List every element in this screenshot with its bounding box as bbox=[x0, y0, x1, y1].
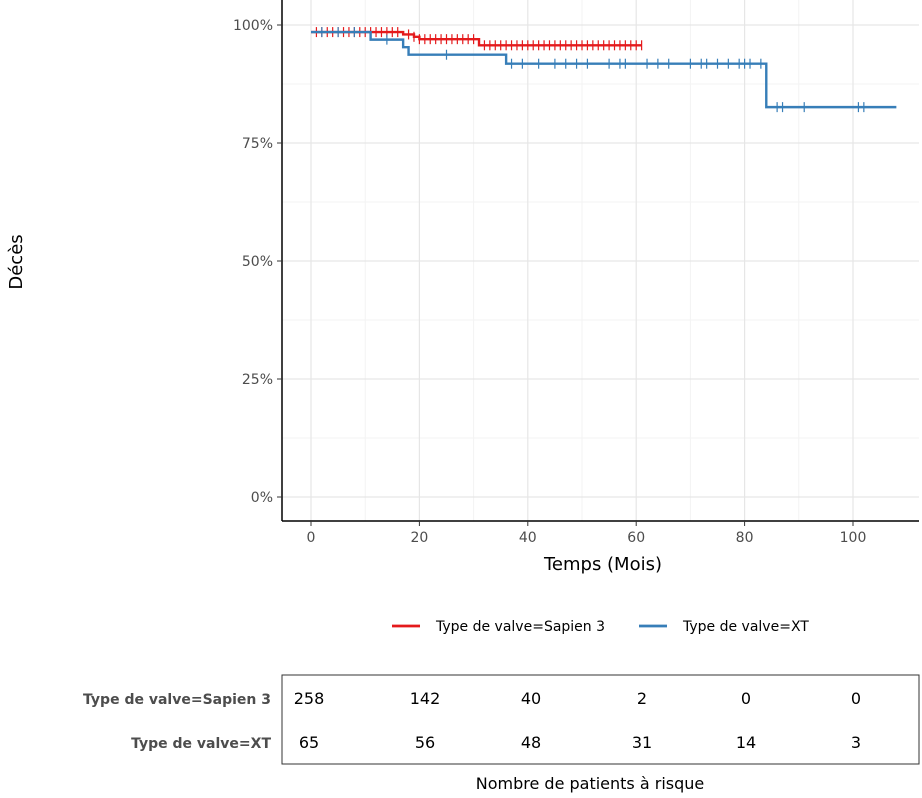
risk-cell: 2 bbox=[637, 689, 647, 708]
y-tick-label: 0% bbox=[251, 490, 273, 506]
risk-table-border bbox=[281, 674, 920, 765]
survival-curves bbox=[311, 27, 897, 113]
risk-table-title: Nombre de patients à risque bbox=[476, 774, 705, 793]
survival-step-line bbox=[311, 30, 897, 109]
risk-cell: 31 bbox=[632, 733, 652, 752]
risk-cell: 3 bbox=[851, 733, 861, 752]
legend-label: Type de valve=XT bbox=[682, 619, 809, 635]
x-axis-title: Temps (Mois) bbox=[543, 554, 662, 575]
x-tick-label: 20 bbox=[410, 530, 428, 546]
x-tick-label: 0 bbox=[307, 530, 316, 546]
x-tick-label: 100 bbox=[840, 530, 867, 546]
legend-label: Type de valve=Sapien 3 bbox=[435, 619, 605, 635]
risk-table: Nombre de patients à risque Type de valv… bbox=[83, 674, 920, 793]
x-tick-label: 40 bbox=[519, 530, 537, 546]
y-tick-label: 25% bbox=[242, 372, 273, 388]
survival-step-line bbox=[311, 30, 642, 47]
y-tick-label: 50% bbox=[242, 254, 273, 270]
grid-lines bbox=[282, 0, 919, 521]
risk-cell: 65 bbox=[299, 733, 319, 752]
series-group bbox=[311, 27, 897, 113]
y-axis-title: Décès bbox=[6, 234, 27, 289]
risk-cell: 142 bbox=[410, 689, 441, 708]
risk-cell: 0 bbox=[851, 689, 861, 708]
series-group bbox=[311, 27, 643, 51]
risk-cell: 14 bbox=[736, 733, 756, 752]
risk-cell: 0 bbox=[741, 689, 751, 708]
x-tick-label: 60 bbox=[627, 530, 645, 546]
risk-cell: 48 bbox=[521, 733, 541, 752]
risk-cell: 56 bbox=[415, 733, 435, 752]
risk-row-label: Type de valve=XT bbox=[131, 736, 271, 752]
y-tick-label: 100% bbox=[233, 18, 273, 34]
legend: Type de valve=Sapien 3 Type de valve=XT bbox=[392, 619, 809, 635]
risk-cell: 258 bbox=[294, 689, 325, 708]
y-axis-ticks: 0% 25% 50% 75% 100% bbox=[233, 18, 282, 506]
x-tick-label: 80 bbox=[736, 530, 754, 546]
risk-cell: 40 bbox=[521, 689, 541, 708]
x-axis-ticks: 0 20 40 60 80 100 bbox=[307, 521, 867, 546]
y-tick-label: 75% bbox=[242, 136, 273, 152]
risk-row-label: Type de valve=Sapien 3 bbox=[83, 692, 271, 708]
